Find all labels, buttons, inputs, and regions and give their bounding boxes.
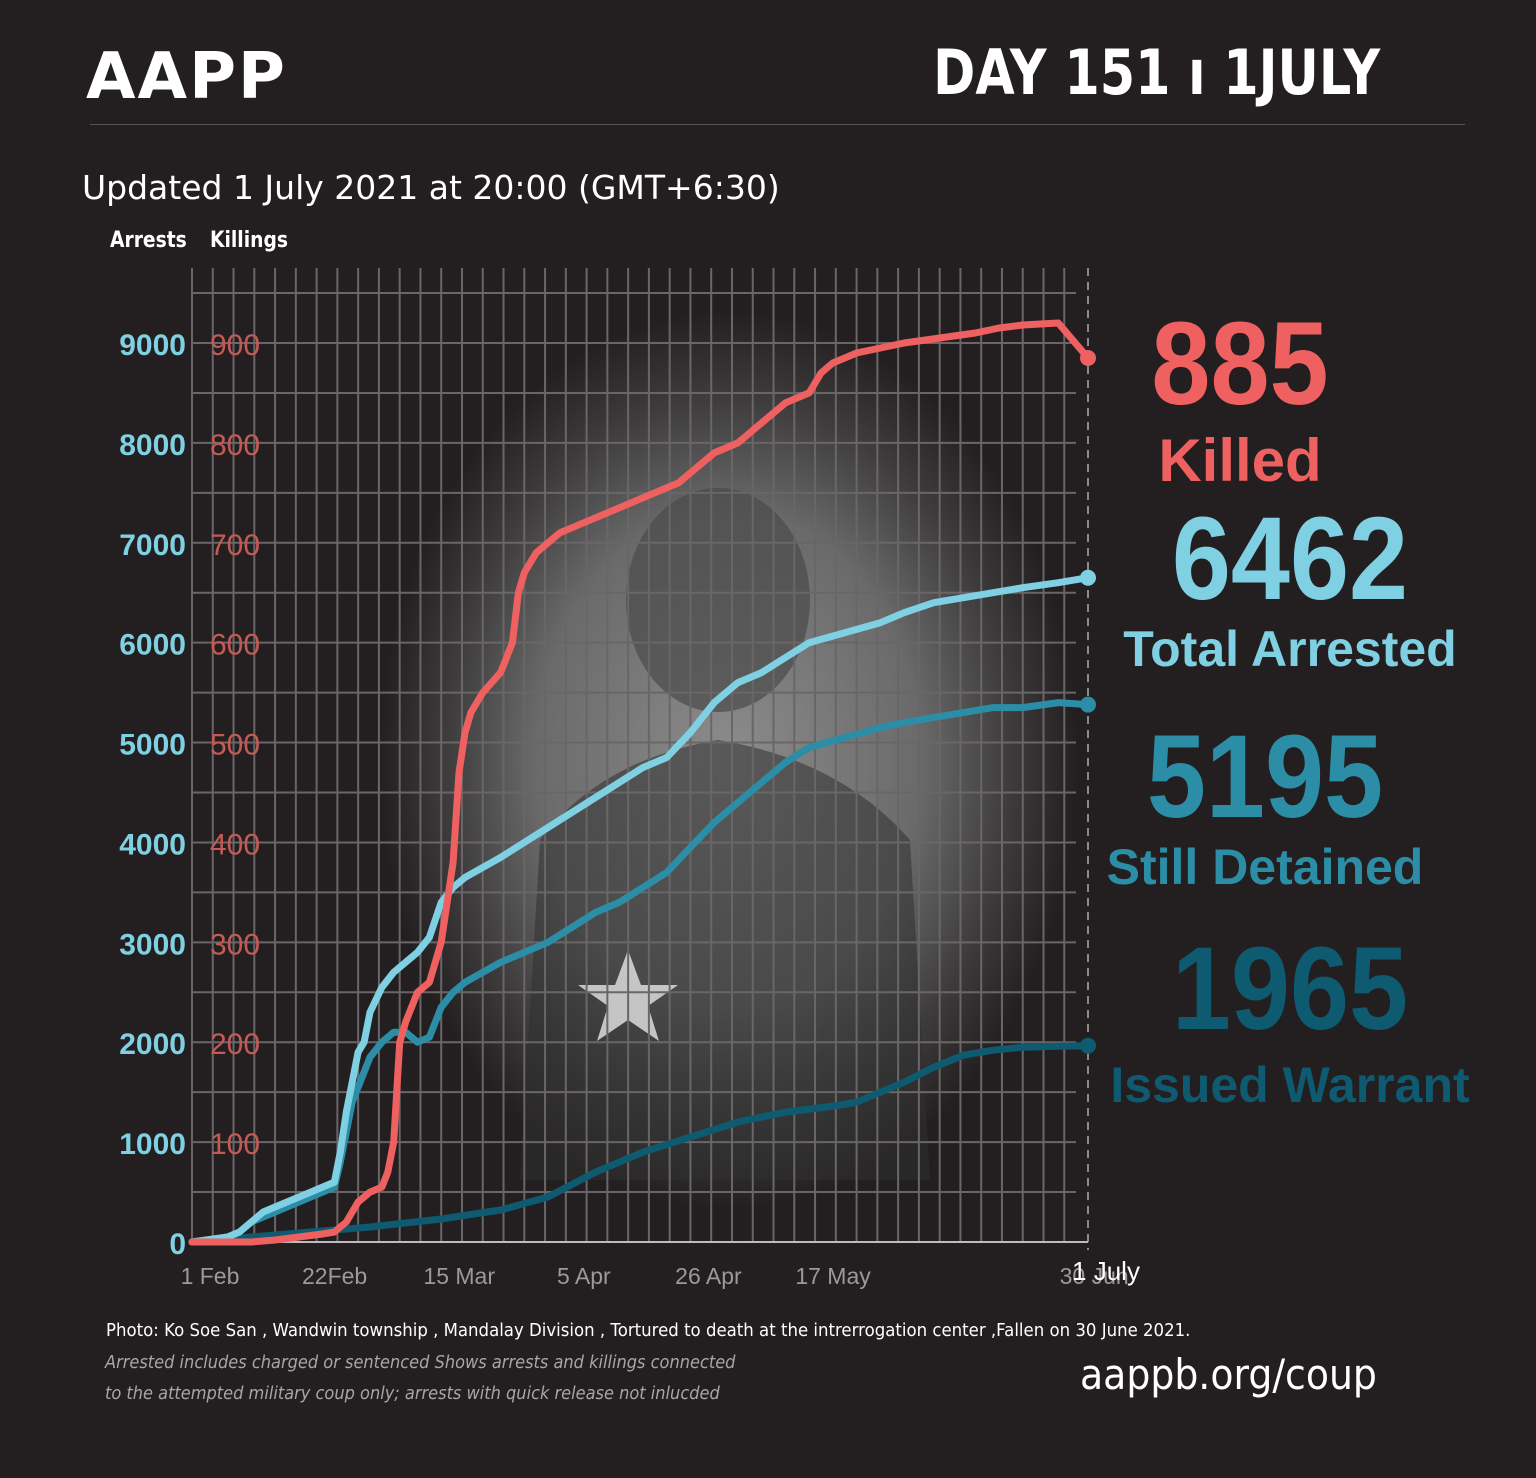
stat-detained-label: Still Detained (1106, 839, 1424, 895)
site-link[interactable]: aappb.org/coup (1080, 1350, 1377, 1399)
y-tick-killings: 600 (210, 629, 260, 662)
y-tick-killings: 500 (210, 729, 260, 762)
stat-warrant-label: Issued Warrant (1110, 1057, 1470, 1113)
y-tick-arrests: 1000 (119, 1128, 186, 1161)
stat-warrant: 1965 Issued Warrant (1100, 930, 1480, 1110)
portrait-head (626, 488, 810, 712)
series-line-detained (188, 699, 1092, 1246)
brand-logo-text: AAPP (86, 40, 287, 114)
updated-timestamp: Updated 1 July 2021 at 20:00 (GMT+6:30) (82, 168, 780, 207)
y-tick-killings: 900 (210, 329, 260, 362)
header-divider (90, 124, 1465, 125)
series-endpoint-detained (1080, 696, 1096, 713)
y-tick-arrests: 5000 (119, 729, 186, 762)
stat-arrested-value: 6462 (1171, 493, 1409, 625)
x-tick-label: 26 Apr (675, 1263, 742, 1289)
chart-grid (191, 268, 1089, 1250)
stat-detained-value: 5195 (1146, 711, 1384, 843)
stat-arrested: 6462 Total Arrested (1100, 500, 1480, 674)
y-tick-arrests: 3000 (119, 928, 186, 961)
stat-killed-value: 885 (1151, 298, 1329, 430)
series-line-killed (188, 319, 1092, 1246)
y-tick-killings: 400 (210, 828, 260, 861)
series-line-warrant (188, 1042, 1092, 1246)
series-endpoint-killed (1080, 349, 1096, 366)
y-tick-arrests: 0 (169, 1228, 186, 1261)
legend-killings: Killings (210, 228, 288, 253)
series-line-arrested (188, 574, 1092, 1246)
y-tick-arrests: 8000 (119, 429, 186, 462)
x-tick-label: 1 Feb (181, 1263, 240, 1289)
chart-series (188, 319, 1096, 1246)
footnote-line-2: to the attempted military coup only; arr… (105, 1383, 720, 1404)
y-tick-arrests: 2000 (119, 1028, 186, 1061)
x-axis-ticks: 1 Feb 22Feb 15 Mar 5 Apr 26 Apr 17 May 30 Jun1… (181, 1256, 1140, 1289)
x-tick-label: 5 Apr (557, 1263, 611, 1289)
series-endpoint-arrested (1080, 569, 1096, 586)
photo-caption: Photo: Ko Soe San , Wandwin township , M… (106, 1320, 1191, 1341)
stat-detained: 5195 Still Detained (1085, 718, 1445, 892)
y-tick-arrests: 4000 (119, 828, 186, 861)
portrait-shirt (520, 740, 930, 1180)
legend-arrests: Arrests (110, 228, 187, 253)
stat-warrant-value: 1965 (1171, 923, 1409, 1055)
y-tick-killings: 100 (210, 1128, 260, 1161)
stat-arrested-label: Total Arrested (1123, 621, 1457, 677)
y-axis-ticks: 0 1000 2000 3000 4000 5000 6000 7000 8000 9000 100… (119, 329, 260, 1261)
stat-killed: 885 Killed (1120, 305, 1360, 491)
y-tick-killings: 800 (210, 429, 260, 462)
x-tick-label: 22Feb (302, 1263, 367, 1289)
x-tick-label: 15 Mar (423, 1263, 495, 1289)
y-tick-arrests: 6000 (119, 629, 186, 662)
y-tick-arrests: 9000 (119, 329, 186, 362)
y-tick-killings: 200 (210, 1028, 260, 1061)
y-tick-killings: 300 (210, 928, 260, 961)
y-tick-killings: 700 (210, 529, 260, 562)
chart: 0 1000 2000 3000 4000 5000 6000 7000 8000 9000 100… (119, 268, 1140, 1289)
day-title: DAY 151 ı 1JULY (932, 36, 1380, 109)
footnote-line-1: Arrested includes charged or sentenced S… (105, 1352, 736, 1373)
y-tick-arrests: 7000 (119, 529, 186, 562)
series-endpoint-warrant (1080, 1037, 1096, 1054)
x-tick-label: 17 May (795, 1263, 871, 1289)
stat-killed-label: Killed (1158, 427, 1322, 494)
x-tick-label: 1 July (1072, 1256, 1140, 1286)
x-tick-label: 30 Jun (1060, 1263, 1129, 1289)
